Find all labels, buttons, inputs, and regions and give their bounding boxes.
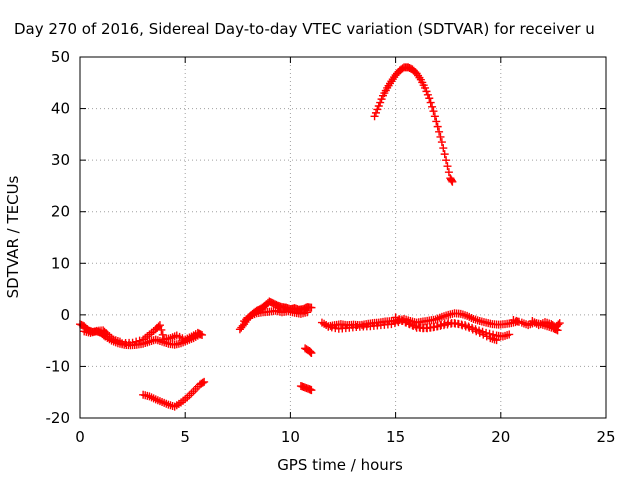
data-point <box>426 98 435 107</box>
series-4 <box>139 377 209 411</box>
series-11 <box>391 313 501 345</box>
data-point <box>440 150 449 159</box>
x-tick-label: 25 <box>596 428 615 446</box>
y-tick-label: 10 <box>51 254 70 272</box>
data-point <box>398 316 407 325</box>
data-point <box>465 323 474 332</box>
data-point <box>554 320 563 329</box>
x-tick-label: 20 <box>491 428 510 446</box>
data-point <box>371 108 380 117</box>
data-point <box>425 94 434 103</box>
y-tick-label: -10 <box>46 357 71 375</box>
data-point <box>198 378 207 387</box>
data-point <box>443 162 452 171</box>
data-point <box>422 87 431 96</box>
data-point <box>158 330 167 339</box>
data-point <box>128 338 137 347</box>
data-point <box>307 303 316 312</box>
data-point <box>433 122 442 131</box>
x-tick-label: 10 <box>281 428 300 446</box>
y-tick-label: 50 <box>51 48 70 66</box>
axis-ticks <box>79 56 607 419</box>
x-tick-label: 15 <box>386 428 405 446</box>
x-tick-label: 0 <box>75 428 85 446</box>
data-point <box>447 176 456 185</box>
data-point <box>442 156 451 165</box>
data-point <box>409 322 418 331</box>
data-point <box>440 319 449 328</box>
data-point <box>458 321 467 330</box>
data-point <box>387 320 396 329</box>
data-point <box>555 319 564 328</box>
data-point <box>303 308 312 317</box>
data-point <box>461 322 470 331</box>
data-point <box>429 107 438 116</box>
series-2 <box>118 321 207 348</box>
series-13 <box>528 317 564 332</box>
data-point <box>436 132 445 141</box>
data-point <box>433 322 442 331</box>
series-8 <box>296 382 316 395</box>
y-tick-label: 30 <box>51 151 70 169</box>
data-point <box>155 321 164 330</box>
data-point <box>439 144 448 153</box>
grid-lines <box>80 57 606 418</box>
y-tick-label: 0 <box>60 306 70 324</box>
data-point <box>370 112 379 121</box>
data-point <box>307 386 316 395</box>
data-point <box>200 377 209 386</box>
data-point <box>373 105 382 114</box>
y-axis-label: SDTVAR / TECUs <box>4 175 22 298</box>
data-point <box>505 330 514 339</box>
data-point <box>468 325 477 334</box>
data-point <box>437 321 446 329</box>
data-point <box>444 168 453 177</box>
data-point <box>475 328 484 337</box>
data-point <box>376 98 385 107</box>
data-point <box>405 320 414 329</box>
data-point <box>374 101 383 110</box>
data-point <box>115 337 124 346</box>
data-point <box>157 325 166 334</box>
data-point <box>423 90 432 99</box>
data-point <box>428 102 437 111</box>
data-point <box>307 349 316 358</box>
series-14 <box>370 63 457 186</box>
series-7 <box>301 344 316 358</box>
data-point <box>421 83 430 92</box>
data-point <box>479 330 488 339</box>
plot-area <box>76 63 564 411</box>
plot-frame <box>79 56 607 419</box>
data-point <box>395 315 404 324</box>
data-point <box>391 313 400 322</box>
data-point <box>482 332 491 341</box>
data-point <box>472 327 481 336</box>
data-point <box>448 177 457 186</box>
data-point <box>430 112 439 121</box>
data-point <box>198 330 207 339</box>
y-tick-label: -20 <box>46 409 71 427</box>
y-tick-label: 40 <box>51 100 70 118</box>
data-point <box>454 320 463 329</box>
series-6 <box>240 306 312 326</box>
data-point <box>492 336 501 345</box>
x-tick-label: 5 <box>180 428 190 446</box>
data-point <box>437 138 446 147</box>
data-point <box>132 337 141 346</box>
y-tick-labels: -20 -10 0 10 20 30 40 50 <box>46 48 71 427</box>
data-point <box>435 127 444 136</box>
x-axis-label: GPS time / hours <box>277 456 403 474</box>
data-point <box>377 95 386 104</box>
data-point <box>390 319 399 328</box>
x-tick-labels: 0 5 10 15 20 25 <box>75 428 615 446</box>
y-tick-label: 20 <box>51 203 70 221</box>
data-point <box>402 318 411 327</box>
series-3 <box>80 326 124 346</box>
data-point <box>432 117 441 126</box>
data-point <box>135 336 144 345</box>
chart-title: Day 270 of 2016, Sidereal Day-to-day VTE… <box>14 20 595 38</box>
